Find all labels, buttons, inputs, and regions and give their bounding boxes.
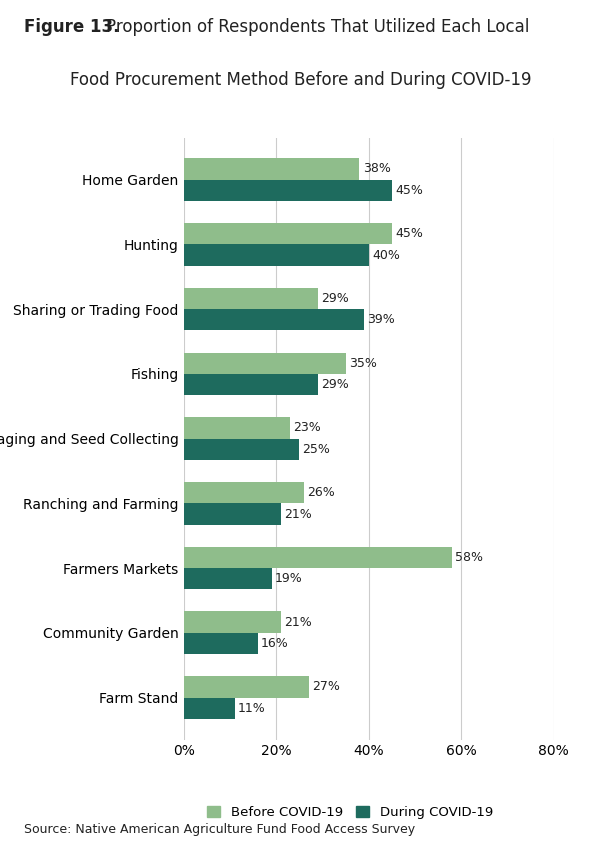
Bar [184,568,272,589]
Bar [184,417,290,439]
Text: 39%: 39% [367,313,395,326]
Text: 40%: 40% [372,249,400,261]
Text: 29%: 29% [321,378,349,391]
Legend: Before COVID-19, During COVID-19: Before COVID-19, During COVID-19 [207,807,493,820]
Bar [184,353,346,374]
Text: 16%: 16% [261,637,288,650]
Text: 38%: 38% [363,163,391,175]
Text: Source: Native American Agriculture Fund Food Access Survey: Source: Native American Agriculture Fund… [24,823,415,836]
Bar [184,374,318,396]
Bar [184,223,392,244]
Text: Figure 13.: Figure 13. [24,19,120,36]
Text: 58%: 58% [455,551,483,564]
Text: 45%: 45% [395,227,423,240]
Text: 21%: 21% [284,616,312,629]
Bar [184,439,299,460]
Text: 25%: 25% [303,443,330,456]
Bar [184,547,452,568]
Text: 27%: 27% [312,680,340,693]
Text: 23%: 23% [293,421,321,434]
Text: 21%: 21% [284,507,312,520]
Bar [184,309,364,330]
Text: 45%: 45% [395,184,423,197]
Bar [184,482,304,503]
Bar [184,288,318,309]
Bar [184,611,281,633]
Text: 35%: 35% [349,357,377,370]
Text: Food Procurement Method Before and During COVID-19: Food Procurement Method Before and Durin… [70,71,532,89]
Bar [184,633,258,654]
Text: 26%: 26% [307,486,335,499]
Bar [184,244,368,266]
Text: Proportion of Respondents That Utilized Each Local: Proportion of Respondents That Utilized … [106,19,529,36]
Text: 19%: 19% [275,572,303,586]
Bar [184,676,309,697]
Text: 11%: 11% [238,702,265,715]
Bar [184,180,392,201]
Text: 29%: 29% [321,292,349,305]
Bar [184,158,359,180]
Bar [184,503,281,525]
Bar [184,697,235,719]
